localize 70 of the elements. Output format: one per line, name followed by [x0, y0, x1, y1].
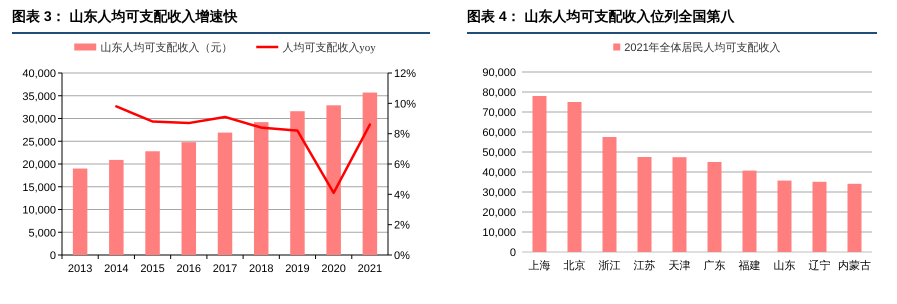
y-tick-label: 35,000 — [22, 90, 56, 103]
bar — [254, 122, 268, 255]
y-tick-label: 10,000 — [482, 227, 516, 239]
x-tick-label: 上海 — [528, 259, 550, 272]
legend-label: 山东人均可支配收入（元） — [100, 41, 232, 54]
x-tick-label: 2020 — [321, 263, 346, 275]
bar — [182, 142, 196, 255]
bar — [109, 160, 124, 255]
y-tick-label: 10,000 — [22, 204, 56, 216]
x-tick-label: 内蒙古 — [838, 259, 871, 272]
bar — [602, 137, 616, 252]
bar — [72, 168, 88, 255]
y2-tick-label: 8% — [394, 128, 410, 141]
bar — [362, 92, 378, 255]
bar — [290, 111, 305, 255]
y-tick-label: 25,000 — [22, 136, 56, 148]
bar — [218, 132, 232, 255]
y-tick-label: 40,000 — [482, 167, 516, 179]
x-tick-label: 福建 — [738, 259, 760, 272]
y2-tick-label: 10% — [394, 98, 416, 110]
y-tick-label: 70,000 — [482, 107, 516, 119]
y-tick-label: 5,000 — [28, 227, 56, 240]
x-tick-label: 广东 — [704, 259, 726, 272]
x-tick-label: 2013 — [68, 263, 92, 275]
x-tick-label: 2014 — [104, 263, 129, 275]
bar — [532, 96, 546, 252]
bar — [778, 180, 792, 252]
y-tick-label: 60,000 — [482, 127, 516, 139]
y-tick-label: 50,000 — [482, 147, 516, 159]
x-tick-label: 2016 — [176, 263, 202, 275]
x-tick-label: 天津 — [668, 259, 690, 272]
bar — [708, 162, 722, 252]
y-tick-label: 0 — [510, 247, 516, 259]
x-tick-label: 浙江 — [598, 259, 620, 272]
bar — [326, 105, 341, 255]
y2-tick-label: 12% — [394, 68, 416, 80]
y-tick-label: 80,000 — [482, 87, 516, 99]
bar — [568, 102, 582, 252]
y2-tick-label: 0% — [394, 250, 410, 262]
x-tick-label: 2021 — [358, 263, 382, 275]
y-tick-label: 30,000 — [22, 114, 56, 126]
bar — [672, 157, 686, 252]
y-tick-label: 40,000 — [22, 68, 56, 80]
legend-label: 2021年全体居民人均可支配收入 — [624, 41, 781, 54]
x-tick-label: 2017 — [212, 263, 238, 275]
chart-title: 图表 3： 山东人均可支配收入增速快 — [12, 8, 239, 24]
y-tick-label: 90,000 — [482, 67, 516, 79]
x-tick-label: 辽宁 — [808, 259, 830, 272]
bar — [848, 184, 862, 252]
x-tick-label: 2019 — [285, 263, 310, 275]
legend-label: 人均可支配收入yoy — [282, 41, 376, 54]
y-tick-label: 0 — [50, 250, 56, 262]
bar — [742, 170, 756, 252]
chart-title: 图表 4： 山东人均可支配收入位列全国第八 — [467, 8, 736, 24]
bar — [812, 182, 826, 252]
bar — [638, 157, 652, 252]
x-tick-label: 2015 — [140, 263, 165, 275]
line-series — [115, 105, 372, 194]
y2-tick-label: 4% — [394, 189, 410, 202]
y-tick-label: 30,000 — [482, 187, 516, 199]
y-tick-label: 20,000 — [482, 207, 516, 219]
y2-tick-label: 6% — [394, 159, 410, 171]
bar — [145, 151, 160, 255]
y-tick-label: 20,000 — [22, 159, 56, 171]
y2-tick-label: 2% — [394, 220, 410, 232]
x-tick-label: 北京 — [564, 259, 586, 272]
x-tick-label: 山东 — [774, 259, 796, 272]
y-tick-label: 15,000 — [22, 182, 56, 194]
x-tick-label: 2018 — [248, 263, 274, 275]
x-tick-label: 江苏 — [634, 259, 656, 272]
